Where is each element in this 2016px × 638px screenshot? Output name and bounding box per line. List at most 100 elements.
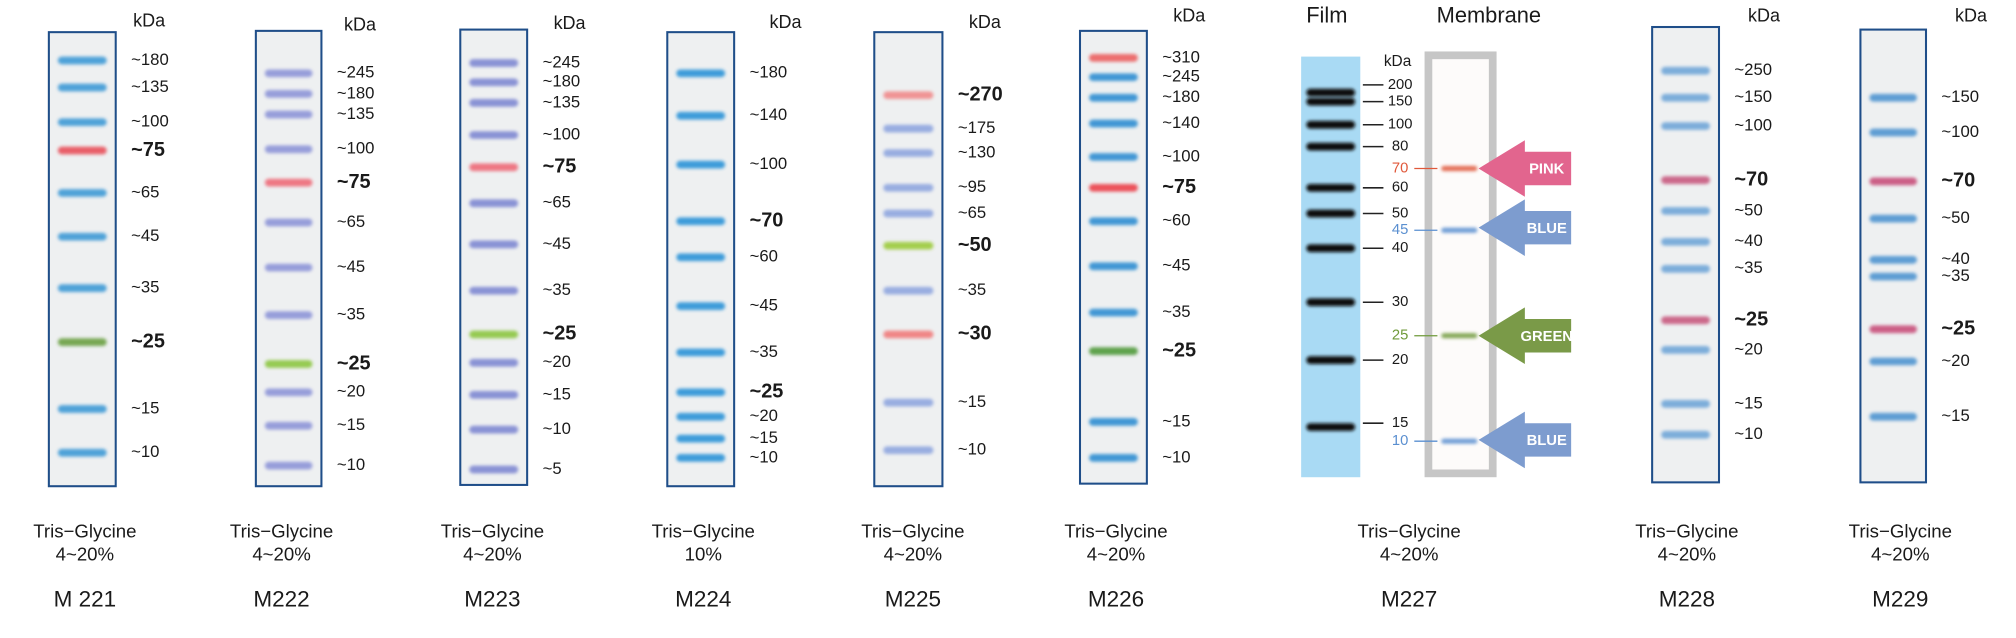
band-label: ~25 (337, 352, 371, 374)
band-label: ~150 (1734, 87, 1772, 106)
arrow (1478, 199, 1572, 256)
unit-label: kDa (554, 13, 587, 33)
gel-lane (254, 29, 323, 488)
band-label: ~15 (131, 398, 159, 417)
band-label: ~130 (958, 142, 996, 161)
band-label: ~10 (131, 442, 159, 461)
film-band (1306, 298, 1356, 307)
band (1661, 264, 1710, 273)
ladder-name: M226 (1088, 587, 1144, 612)
gel-buffer: Tris−Glycine (441, 520, 544, 541)
band (57, 189, 107, 197)
gel-percent: 4~20% (1658, 544, 1717, 565)
band (1089, 262, 1138, 271)
band (469, 163, 519, 172)
band (1661, 207, 1710, 215)
band-label: ~135 (543, 92, 581, 111)
band (469, 131, 519, 139)
band (264, 90, 313, 98)
film-band (1306, 183, 1356, 192)
band (1661, 316, 1710, 325)
band (676, 412, 726, 421)
gel-percent: 4~20% (1871, 544, 1930, 565)
band-label: ~175 (958, 118, 996, 137)
band (676, 217, 726, 226)
membrane-label: Membrane (1437, 2, 1541, 27)
band (1661, 93, 1710, 102)
band (264, 69, 313, 78)
band-label: ~15 (1162, 411, 1190, 430)
band (57, 338, 107, 347)
band-label: ~75 (337, 171, 371, 193)
band (883, 149, 934, 157)
band-label: ~310 (1162, 47, 1200, 66)
band-label: ~35 (543, 280, 571, 299)
band-label: ~35 (337, 305, 365, 324)
band-label: ~25 (1941, 318, 1975, 340)
marker-label: 70 (1392, 160, 1408, 176)
band (676, 348, 726, 357)
membrane (1424, 51, 1497, 478)
gel-percent: 4~20% (1380, 544, 1439, 565)
band-label: ~45 (337, 257, 365, 276)
band (1661, 176, 1710, 184)
band-label: ~15 (750, 428, 778, 447)
unit-label: kDa (1173, 5, 1206, 25)
band (57, 118, 107, 127)
band (883, 330, 934, 339)
gel-lane (459, 28, 529, 486)
band (1869, 272, 1917, 281)
membrane-band (1441, 165, 1478, 172)
band-label: ~50 (1734, 200, 1762, 219)
band (1089, 119, 1138, 128)
band (469, 78, 519, 87)
gel-lane (47, 31, 117, 488)
gel-percent: 4~20% (1087, 544, 1146, 565)
band-label: ~100 (1162, 146, 1200, 165)
band (57, 146, 107, 155)
band (57, 284, 107, 292)
band (1661, 430, 1710, 439)
band-label: ~65 (131, 182, 159, 201)
band-label: ~180 (337, 83, 375, 102)
band-label: ~45 (750, 296, 778, 315)
band-label: ~70 (1941, 170, 1975, 192)
band (469, 286, 519, 295)
band (469, 99, 519, 107)
marker-label: 45 (1392, 222, 1408, 238)
band-label: ~95 (958, 177, 986, 196)
band (883, 124, 934, 133)
band (883, 286, 934, 295)
band (469, 199, 519, 208)
unit-label: kDa (133, 11, 166, 31)
band (469, 465, 519, 474)
membrane-band (1441, 227, 1478, 233)
ladder-name: M229 (1872, 587, 1928, 612)
band (1089, 73, 1138, 82)
band-label: ~100 (543, 124, 581, 143)
band (1089, 418, 1138, 426)
band (264, 110, 313, 119)
band-label: ~250 (1734, 60, 1772, 79)
band-label: ~180 (543, 72, 581, 91)
arrow-label: BLUE (1527, 433, 1567, 449)
band-label: ~25 (750, 381, 784, 403)
ladder-name: M223 (464, 587, 520, 612)
band (883, 209, 934, 218)
band-label: ~40 (1941, 249, 1969, 268)
film-band (1306, 209, 1356, 218)
band (883, 91, 934, 100)
marker-label: 80 (1392, 139, 1408, 155)
marker-label: 30 (1392, 294, 1408, 310)
band-label: ~35 (1734, 258, 1762, 277)
band (469, 59, 519, 67)
band-label: ~100 (750, 154, 788, 173)
arrow-label: BLUE (1527, 221, 1567, 237)
band-label: ~180 (1162, 87, 1200, 106)
band-label: ~60 (1162, 211, 1190, 230)
band-label: ~65 (337, 212, 365, 231)
arrow (1478, 307, 1572, 365)
arrow-label: GREEN (1520, 329, 1573, 345)
band (1869, 177, 1917, 186)
gel-buffer: Tris−Glycine (230, 520, 333, 541)
